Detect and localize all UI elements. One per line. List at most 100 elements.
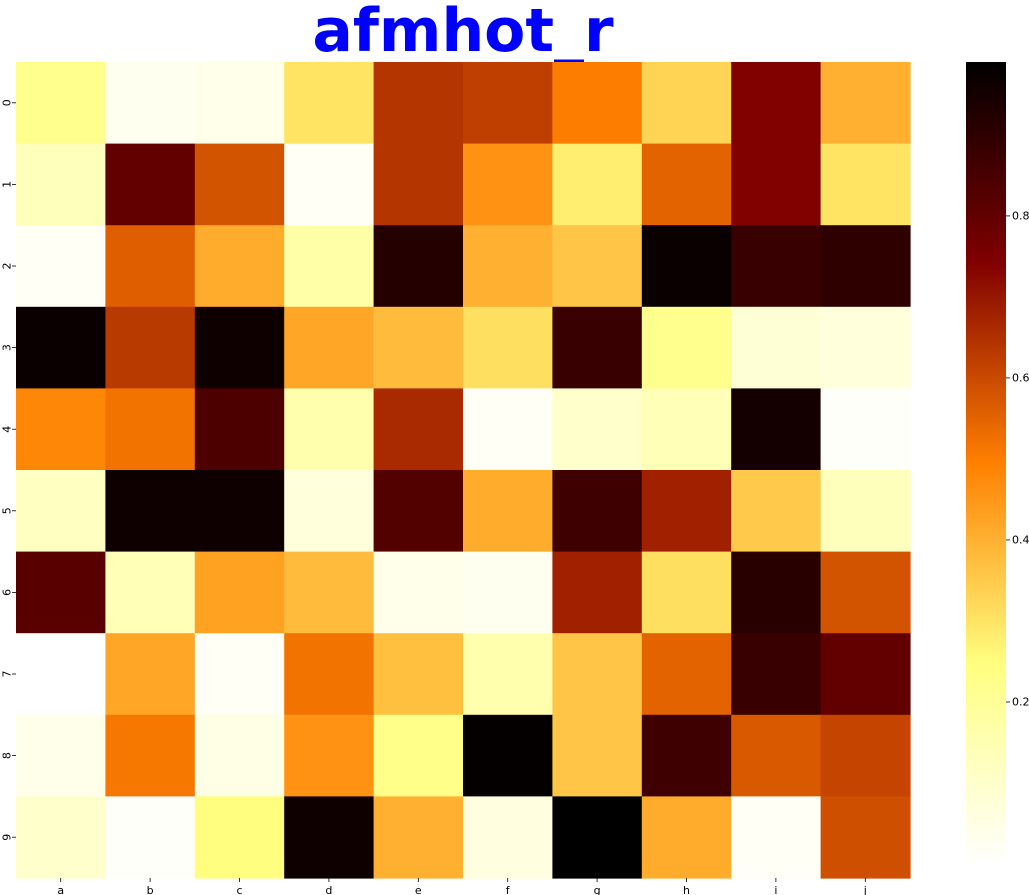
heatmap-cell bbox=[194, 796, 285, 879]
heatmap-cell bbox=[194, 388, 285, 471]
heatmap-cell bbox=[16, 62, 106, 145]
y-tick-label: 2 bbox=[1, 263, 14, 270]
heatmap-cell bbox=[284, 796, 375, 879]
heatmap-cell bbox=[641, 796, 732, 879]
heatmap-cells bbox=[16, 62, 911, 879]
heatmap-cell bbox=[463, 225, 553, 308]
heatmap-cell bbox=[641, 306, 732, 389]
heatmap-cell bbox=[820, 306, 911, 389]
heatmap-cell bbox=[16, 633, 106, 716]
heatmap-cell bbox=[16, 470, 106, 553]
heatmap-cell bbox=[731, 796, 822, 879]
y-tick-label: 8 bbox=[1, 752, 14, 759]
heatmap-cell bbox=[284, 633, 375, 716]
heatmap-cell bbox=[731, 225, 822, 308]
heatmap-cell bbox=[284, 306, 375, 389]
heatmap-cell bbox=[641, 714, 732, 797]
heatmap-cell bbox=[16, 388, 106, 471]
heatmap-cell bbox=[105, 225, 196, 308]
y-tick-label: 7 bbox=[1, 671, 14, 678]
heatmap-cell bbox=[463, 62, 553, 145]
heatmap-cell bbox=[552, 225, 643, 308]
x-tick-label: i bbox=[774, 884, 777, 895]
heatmap-cell bbox=[105, 143, 196, 226]
heatmap-cell bbox=[820, 225, 911, 308]
heatmap-cell bbox=[463, 388, 553, 471]
heatmap-cell bbox=[105, 388, 196, 471]
heatmap-cell bbox=[373, 796, 464, 879]
heatmap-cell bbox=[641, 470, 732, 553]
heatmap-cell bbox=[373, 633, 464, 716]
heatmap-cell bbox=[820, 796, 911, 879]
heatmap-cell bbox=[194, 633, 285, 716]
heatmap-cell bbox=[641, 633, 732, 716]
heatmap-cell bbox=[194, 143, 285, 226]
chart-title: afmhot_r bbox=[312, 0, 614, 66]
heatmap-cell bbox=[552, 796, 643, 879]
y-tick-label: 0 bbox=[1, 99, 14, 106]
heatmap-cell bbox=[463, 714, 553, 797]
heatmap-cell bbox=[373, 143, 464, 226]
heatmap-cell bbox=[105, 306, 196, 389]
heatmap-cell bbox=[552, 714, 643, 797]
heatmap-cell bbox=[552, 62, 643, 145]
heatmap-cell bbox=[641, 388, 732, 471]
heatmap-cell bbox=[373, 470, 464, 553]
heatmap-cell bbox=[373, 388, 464, 471]
heatmap-cell bbox=[105, 633, 196, 716]
heatmap-cell bbox=[552, 551, 643, 634]
colorbar-tick-label: 0.8 bbox=[1012, 209, 1029, 222]
heatmap-cell bbox=[552, 388, 643, 471]
heatmap-cell bbox=[373, 225, 464, 308]
heatmap-cell bbox=[731, 306, 822, 389]
heatmap-cell bbox=[820, 551, 911, 634]
x-axis: a b c d e f g h i j bbox=[57, 878, 867, 895]
y-tick-label: 9 bbox=[1, 834, 14, 841]
heatmap-cell bbox=[731, 633, 822, 716]
colorbar-tick-label: 0.2 bbox=[1012, 695, 1029, 708]
heatmap-cell bbox=[16, 551, 106, 634]
heatmap-cell bbox=[820, 62, 911, 145]
heatmap-cell bbox=[820, 714, 911, 797]
heatmap-cell bbox=[105, 714, 196, 797]
x-tick-label: a bbox=[57, 884, 64, 895]
heatmap-cell bbox=[16, 306, 106, 389]
heatmap-cell bbox=[731, 62, 822, 145]
y-tick-label: 4 bbox=[1, 426, 14, 433]
heatmap-cell bbox=[284, 714, 375, 797]
heatmap-cell bbox=[552, 143, 643, 226]
heatmap-cell bbox=[373, 551, 464, 634]
y-tick-label: 3 bbox=[1, 344, 14, 351]
heatmap-cell bbox=[463, 143, 553, 226]
heatmap-cell bbox=[16, 143, 106, 226]
heatmap-cell bbox=[16, 796, 106, 879]
x-tick-label: j bbox=[863, 884, 867, 895]
heatmap-cell bbox=[731, 388, 822, 471]
heatmap-cell bbox=[463, 470, 553, 553]
x-tick-label: e bbox=[415, 884, 422, 895]
heatmap-cell bbox=[552, 633, 643, 716]
heatmap-cell bbox=[16, 714, 106, 797]
y-axis: 0 1 2 3 4 5 6 7 8 9 bbox=[1, 99, 16, 841]
heatmap-cell bbox=[194, 225, 285, 308]
x-tick-label: d bbox=[325, 884, 332, 895]
heatmap-cell bbox=[463, 306, 553, 389]
heatmap-cell bbox=[641, 62, 732, 145]
y-tick-label: 6 bbox=[1, 589, 14, 596]
heatmap-cell bbox=[194, 306, 285, 389]
heatmap-cell bbox=[284, 143, 375, 226]
heatmap-cell bbox=[284, 551, 375, 634]
heatmap-cell bbox=[284, 470, 375, 553]
heatmap-cell bbox=[105, 551, 196, 634]
heatmap-cell bbox=[641, 143, 732, 226]
heatmap-cell bbox=[820, 388, 911, 471]
heatmap-cell bbox=[552, 470, 643, 553]
heatmap-cell bbox=[373, 62, 464, 145]
heatmap-cell bbox=[194, 470, 285, 553]
colorbar-axis: 0.2 0.4 0.6 0.8 bbox=[1006, 209, 1029, 708]
heatmap-cell bbox=[284, 225, 375, 308]
heatmap-cell bbox=[105, 62, 196, 145]
heatmap-cell bbox=[463, 551, 553, 634]
